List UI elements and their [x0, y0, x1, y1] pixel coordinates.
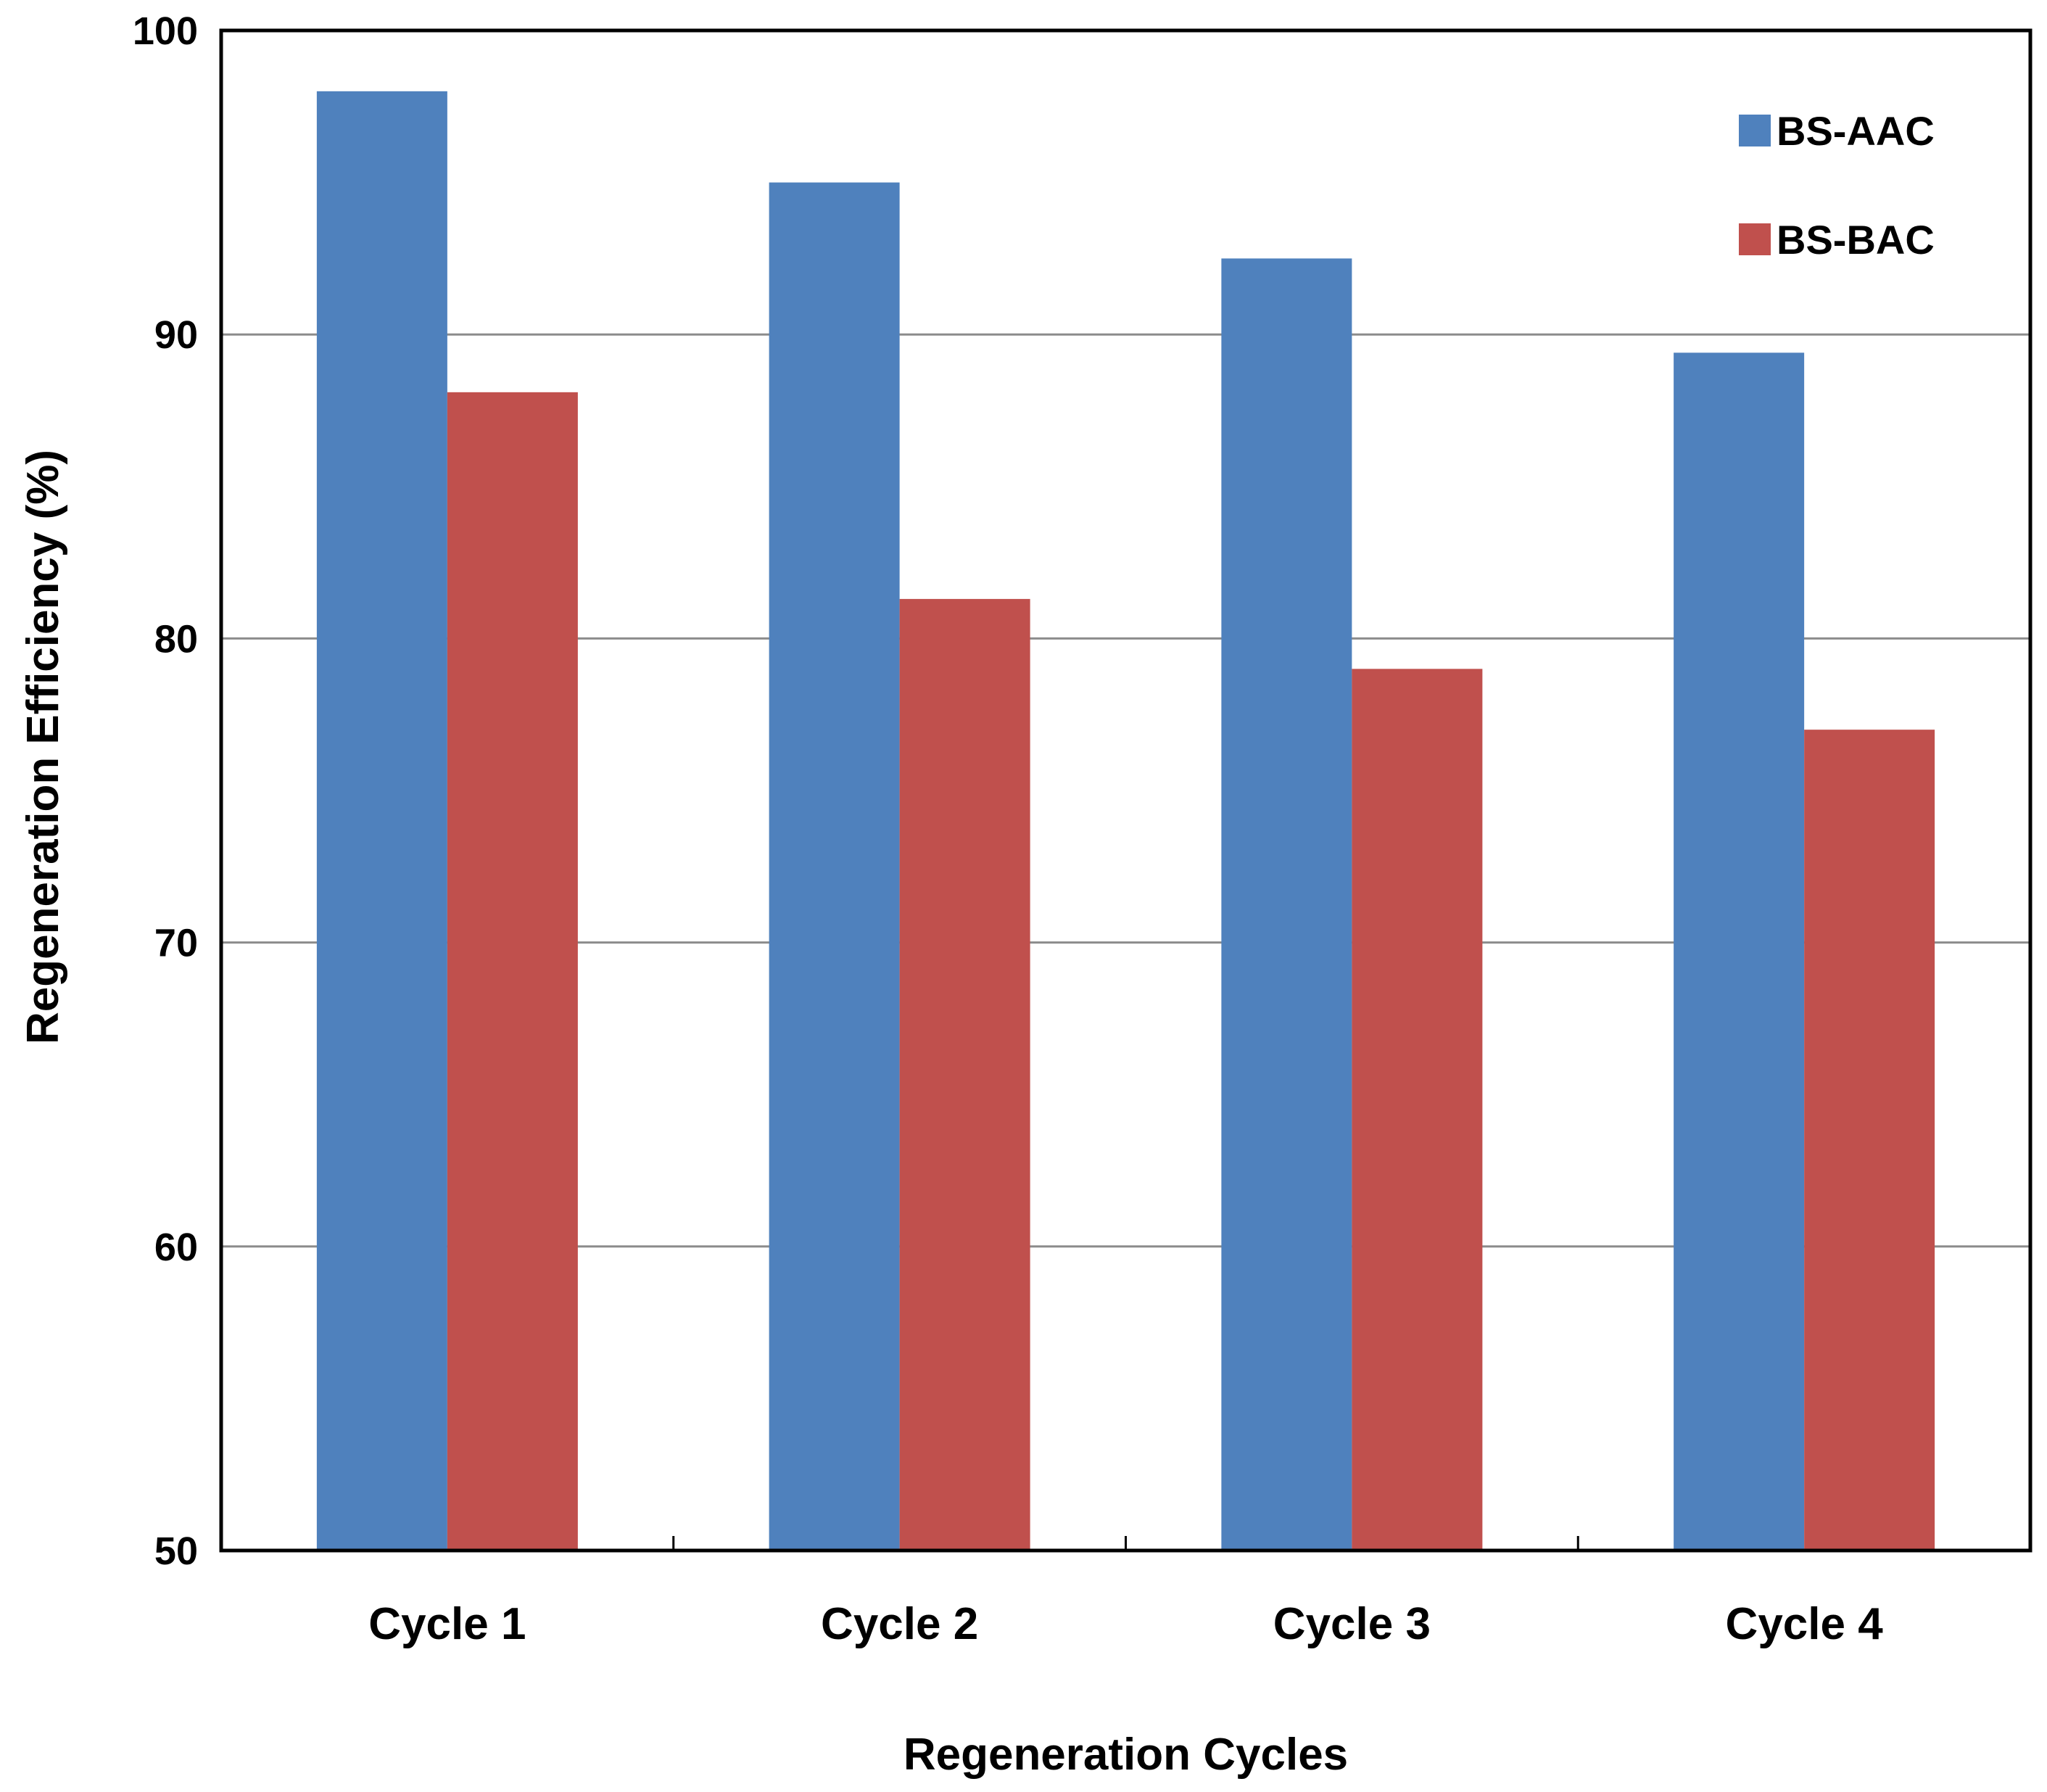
bar-bs-bac-cycle-2	[899, 598, 1030, 1551]
y-tick-label-80: 80	[154, 617, 198, 661]
x-category-label-2: Cycle 2	[821, 1599, 978, 1649]
y-axis-title: Regeneration Efficiency (%)	[18, 450, 68, 1044]
x-category-label-1: Cycle 1	[368, 1599, 526, 1649]
x-category-label-3: Cycle 3	[1273, 1599, 1431, 1649]
legend-swatch-bs-aac	[1739, 115, 1771, 146]
y-tick-label-70: 70	[154, 922, 198, 965]
bar-bs-aac-cycle-2	[769, 182, 900, 1551]
y-tick-label-90: 90	[154, 313, 198, 357]
y-axis-tick-labels: 50 60 70 80 90 100	[133, 9, 198, 1573]
bar-bs-aac-cycle-4	[1674, 352, 1805, 1551]
x-category-label-4: Cycle 4	[1726, 1599, 1884, 1649]
bars	[316, 91, 1935, 1551]
y-tick-label-60: 60	[154, 1226, 198, 1269]
legend-swatch-bs-bac	[1739, 223, 1771, 255]
legend-label-bs-aac: BS-AAC	[1777, 108, 1935, 154]
x-axis-title: Regeneration Cycles	[903, 1730, 1348, 1780]
y-tick-label-50: 50	[154, 1529, 198, 1573]
x-axis-ticks	[672, 1536, 1579, 1551]
legend-label-bs-bac: BS-BAC	[1777, 217, 1935, 263]
bar-bs-bac-cycle-4	[1804, 730, 1935, 1551]
legend: BS-AAC BS-BAC	[1739, 108, 1935, 263]
bar-bs-aac-cycle-1	[316, 91, 447, 1551]
y-tick-label-100: 100	[133, 9, 198, 53]
bar-bs-bac-cycle-3	[1352, 669, 1483, 1551]
bar-bs-aac-cycle-3	[1221, 258, 1352, 1551]
x-axis-category-labels: Cycle 1 Cycle 2 Cycle 3 Cycle 4	[368, 1599, 1883, 1649]
bar-bs-bac-cycle-1	[447, 392, 578, 1551]
